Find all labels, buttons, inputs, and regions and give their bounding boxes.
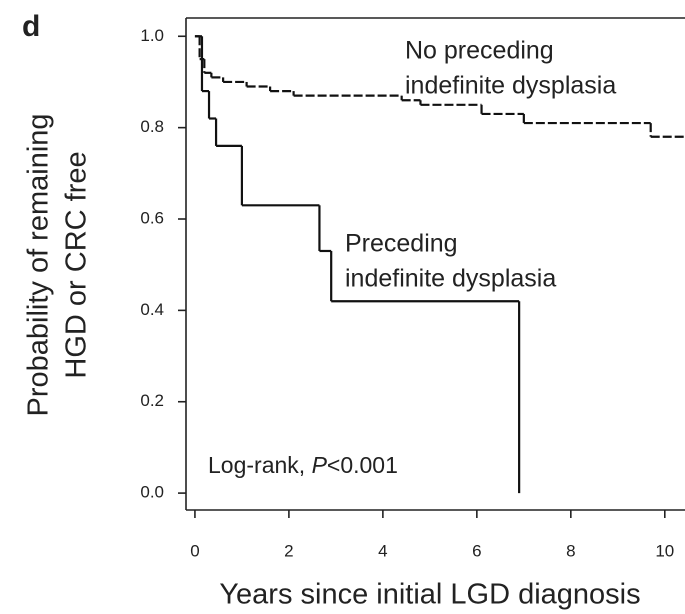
y-tick-label: 0.2 [140, 391, 164, 410]
x-tick-label: 0 [190, 541, 199, 560]
series-label: No preceding [405, 37, 554, 65]
y-tick-label: 0.6 [140, 208, 164, 227]
x-tick-label: 6 [472, 541, 481, 560]
annotation-part: Log-rank, [208, 452, 312, 478]
x-tick-label: 10 [655, 541, 674, 560]
y-tick-label: 0.0 [140, 483, 164, 502]
x-tick-label: 8 [566, 541, 575, 560]
series-label: indefinite dysplasia [405, 72, 616, 100]
annotation-part: P [312, 452, 328, 478]
series-label: indefinite dysplasia [345, 265, 556, 293]
y-axis-label: Probability of remaining HGD or CRC free [23, 113, 93, 416]
series-label: Preceding [345, 230, 458, 258]
y-tick-label: 0.4 [140, 300, 164, 319]
y-axis-label-line: Probability of remaining [23, 113, 55, 416]
panel-label: d [22, 10, 40, 43]
y-tick-label: 1.0 [140, 26, 164, 45]
x-tick-label: 2 [284, 541, 293, 560]
y-tick-label: 0.8 [140, 117, 164, 136]
x-tick-label: 4 [378, 541, 387, 560]
y-axis-label-line: HGD or CRC free [61, 151, 93, 378]
annotation-part: <0.001 [327, 452, 398, 478]
annotation: Log-rank, P<0.001 [208, 452, 398, 478]
x-axis-label: Years since initial LGD diagnosis [219, 579, 640, 611]
